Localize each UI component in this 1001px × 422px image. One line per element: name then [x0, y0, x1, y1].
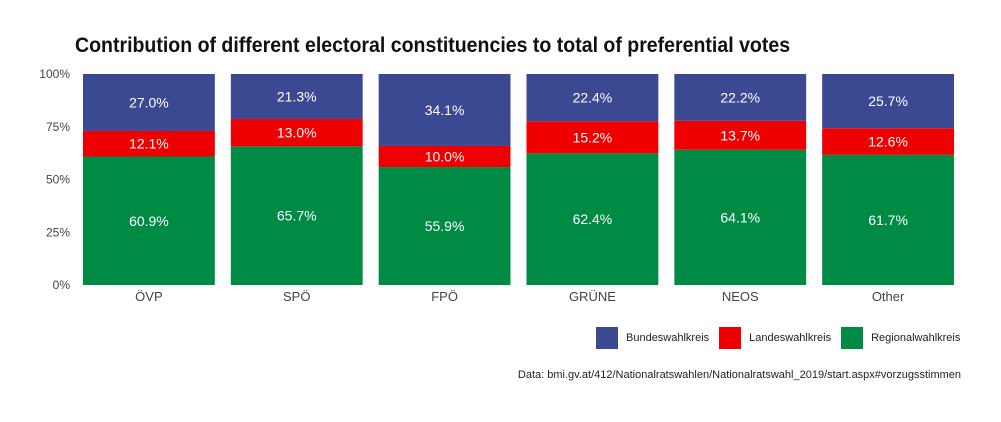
data-label: 22.4%	[573, 90, 613, 106]
x-tick-label: FPÖ	[431, 289, 458, 304]
legend-label-bundeswahlkreis: Bundeswahlkreis	[626, 332, 710, 344]
y-tick-label: 25%	[46, 225, 70, 239]
x-tick-label: GRÜNE	[569, 289, 616, 304]
bar-segment-regionalwahlkreis	[230, 146, 363, 285]
data-label: 12.1%	[129, 136, 169, 152]
bar-segment-regionalwahlkreis	[674, 149, 807, 285]
bar-segment-regionalwahlkreis	[378, 167, 511, 285]
bar-segment-regionalwahlkreis	[83, 156, 215, 285]
y-tick-label: 100%	[39, 67, 70, 81]
bar-segment-bundeswahlkreis	[674, 74, 807, 121]
y-tick-label: 50%	[46, 173, 70, 187]
bar-segment-regionalwahlkreis	[822, 154, 954, 285]
data-label: 62.4%	[573, 211, 613, 227]
bar-segment-landeswahlkreis	[83, 130, 215, 157]
bar-segment-landeswahlkreis	[822, 128, 954, 155]
x-tick-label: SPÖ	[283, 289, 310, 304]
data-label: 61.7%	[868, 212, 908, 228]
data-label: 22.2%	[720, 89, 760, 105]
legend-item-regionalwahlkreis: Regionalwahlkreis	[841, 327, 960, 349]
chart-legend: Bundeswahlkreis Landeswahlkreis Regional…	[596, 327, 970, 349]
y-tick-label: 0%	[53, 278, 71, 292]
data-label: 60.9%	[129, 213, 169, 229]
legend-label-regionalwahlkreis: Regionalwahlkreis	[871, 332, 961, 344]
legend-item-landeswahlkreis: Landeswahlkreis	[719, 327, 831, 349]
bar-segment-bundeswahlkreis	[230, 74, 363, 119]
data-label: 13.0%	[277, 125, 317, 141]
legend-swatch-bundeswahlkreis	[596, 327, 618, 349]
data-label: 65.7%	[277, 208, 317, 224]
data-label: 13.7%	[720, 127, 760, 143]
bar-segment-bundeswahlkreis	[822, 74, 954, 129]
x-tick-label: ÖVP	[135, 289, 162, 304]
bar-segment-regionalwahlkreis	[526, 153, 659, 285]
x-tick-label: Other	[872, 289, 905, 304]
bar-segment-bundeswahlkreis	[526, 74, 659, 122]
data-label: 15.2%	[573, 129, 613, 145]
bar-segment-landeswahlkreis	[378, 145, 511, 168]
data-label: 12.6%	[868, 134, 908, 150]
x-tick-label: NEOS	[722, 289, 759, 304]
data-label: 55.9%	[425, 218, 465, 234]
bar-segment-bundeswahlkreis	[378, 74, 511, 146]
legend-swatch-regionalwahlkreis	[841, 327, 864, 349]
bar-segment-landeswahlkreis	[230, 118, 363, 147]
bar-segment-bundeswahlkreis	[83, 74, 215, 131]
legend-item-bundeswahlkreis: Bundeswahlkreis	[596, 327, 709, 349]
data-label: 25.7%	[868, 93, 908, 109]
source-caption: Data: bmi.gv.at/412/Nationalratswahlen/N…	[517, 369, 961, 381]
chart-title: Contribution of different electoral cons…	[75, 34, 791, 57]
legend-swatch-landeswahlkreis	[719, 327, 742, 349]
bar-segment-landeswahlkreis	[674, 120, 807, 150]
data-label: 21.3%	[277, 88, 317, 104]
bar-segment-landeswahlkreis	[526, 121, 659, 154]
data-label: 27.0%	[129, 94, 169, 110]
data-label: 10.0%	[425, 149, 465, 165]
data-label: 64.1%	[720, 209, 760, 225]
y-tick-label: 75%	[46, 120, 70, 134]
legend-label-landeswahlkreis: Landeswahlkreis	[749, 332, 832, 344]
data-label: 34.1%	[425, 102, 465, 118]
